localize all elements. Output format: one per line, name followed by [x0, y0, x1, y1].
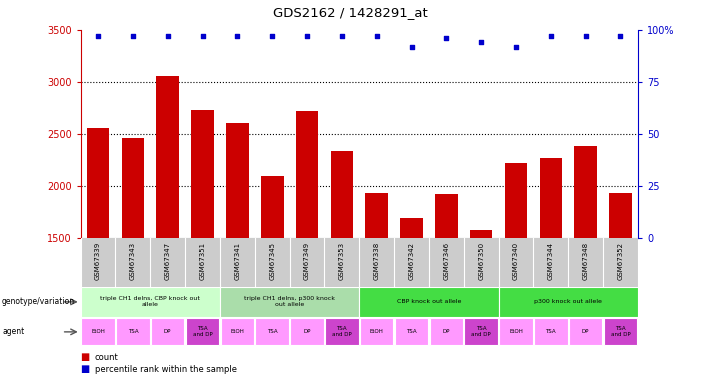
Bar	[81, 287, 220, 317]
Text: GSM67341: GSM67341	[234, 242, 240, 280]
Point	[441, 35, 452, 41]
Point	[128, 33, 139, 39]
Bar	[498, 287, 638, 317]
Bar	[365, 194, 388, 375]
Bar	[186, 318, 219, 345]
Text: EtOH: EtOH	[91, 329, 105, 334]
Text: DP: DP	[582, 329, 590, 334]
Text: GSM67353: GSM67353	[339, 242, 345, 280]
Bar	[435, 194, 458, 375]
Point	[580, 33, 591, 39]
Point	[162, 33, 173, 39]
Point	[371, 33, 382, 39]
Point	[475, 39, 486, 45]
Text: GSM67343: GSM67343	[130, 242, 136, 280]
Text: TSA: TSA	[128, 329, 138, 334]
Text: TSA
and DP: TSA and DP	[471, 327, 491, 337]
Text: triple CH1 delns, CBP knock out
allele: triple CH1 delns, CBP knock out allele	[100, 297, 200, 307]
Text: GSM67340: GSM67340	[513, 242, 519, 280]
Point	[510, 44, 522, 50]
Text: DP: DP	[304, 329, 311, 334]
Point	[615, 33, 626, 39]
Bar	[534, 318, 568, 345]
Text: TSA
and DP: TSA and DP	[611, 327, 630, 337]
Bar	[220, 287, 359, 317]
Text: TSA
and DP: TSA and DP	[193, 327, 212, 337]
Text: genotype/variation: genotype/variation	[2, 297, 75, 306]
Text: GSM67352: GSM67352	[618, 242, 623, 280]
Bar	[609, 194, 632, 375]
Point	[301, 33, 313, 39]
Point	[406, 44, 417, 50]
Bar	[359, 287, 498, 317]
Bar	[121, 138, 144, 375]
Bar	[296, 111, 318, 375]
Bar	[226, 123, 249, 375]
Text: count: count	[95, 352, 118, 362]
Text: GSM67349: GSM67349	[304, 242, 310, 280]
Text: TSA
and DP: TSA and DP	[332, 327, 352, 337]
Text: TSA: TSA	[406, 329, 417, 334]
Bar	[191, 110, 214, 375]
Text: GSM67351: GSM67351	[200, 242, 205, 280]
Text: TSA: TSA	[267, 329, 278, 334]
Bar	[116, 318, 149, 345]
Text: DP: DP	[164, 329, 172, 334]
Text: GSM67348: GSM67348	[583, 242, 589, 280]
Text: CBP knock out allele: CBP knock out allele	[397, 299, 461, 304]
Bar	[569, 318, 602, 345]
Text: ■: ■	[81, 364, 90, 374]
Bar	[331, 151, 353, 375]
Bar	[87, 128, 109, 375]
Text: triple CH1 delns, p300 knock
out allele: triple CH1 delns, p300 knock out allele	[244, 297, 335, 307]
Point	[93, 33, 104, 39]
Bar	[505, 163, 527, 375]
Text: p300 knock out allele: p300 knock out allele	[534, 299, 602, 304]
Text: DP: DP	[442, 329, 450, 334]
Bar	[360, 318, 393, 345]
Text: GSM67339: GSM67339	[95, 242, 101, 280]
Bar	[465, 318, 498, 345]
Bar	[81, 318, 115, 345]
Text: percentile rank within the sample: percentile rank within the sample	[95, 365, 237, 374]
Point	[545, 33, 557, 39]
Text: GSM67338: GSM67338	[374, 242, 380, 280]
Bar	[499, 318, 533, 345]
Bar	[156, 76, 179, 375]
Text: GSM67345: GSM67345	[269, 242, 275, 280]
Bar	[400, 218, 423, 375]
Text: ■: ■	[81, 352, 90, 362]
Text: EtOH: EtOH	[369, 329, 383, 334]
Text: agent: agent	[2, 327, 25, 336]
Text: TSA: TSA	[545, 329, 556, 334]
Bar	[574, 146, 597, 375]
Text: GSM67347: GSM67347	[165, 242, 170, 280]
Point	[266, 33, 278, 39]
Text: EtOH: EtOH	[509, 329, 523, 334]
Bar	[151, 318, 184, 345]
Text: GSM67350: GSM67350	[478, 242, 484, 280]
Bar	[430, 318, 463, 345]
Bar	[255, 318, 289, 345]
Bar	[325, 318, 359, 345]
Bar	[604, 318, 637, 345]
Bar	[221, 318, 254, 345]
Text: GSM67344: GSM67344	[548, 242, 554, 280]
Text: GSM67346: GSM67346	[443, 242, 449, 280]
Point	[336, 33, 348, 39]
Bar	[261, 176, 283, 375]
Text: GSM67342: GSM67342	[409, 242, 414, 280]
Bar	[395, 318, 428, 345]
Point	[197, 33, 208, 39]
Text: GDS2162 / 1428291_at: GDS2162 / 1428291_at	[273, 6, 428, 19]
Text: EtOH: EtOH	[231, 329, 244, 334]
Point	[232, 33, 243, 39]
Bar	[540, 158, 562, 375]
Bar	[470, 230, 493, 375]
Bar	[290, 318, 324, 345]
